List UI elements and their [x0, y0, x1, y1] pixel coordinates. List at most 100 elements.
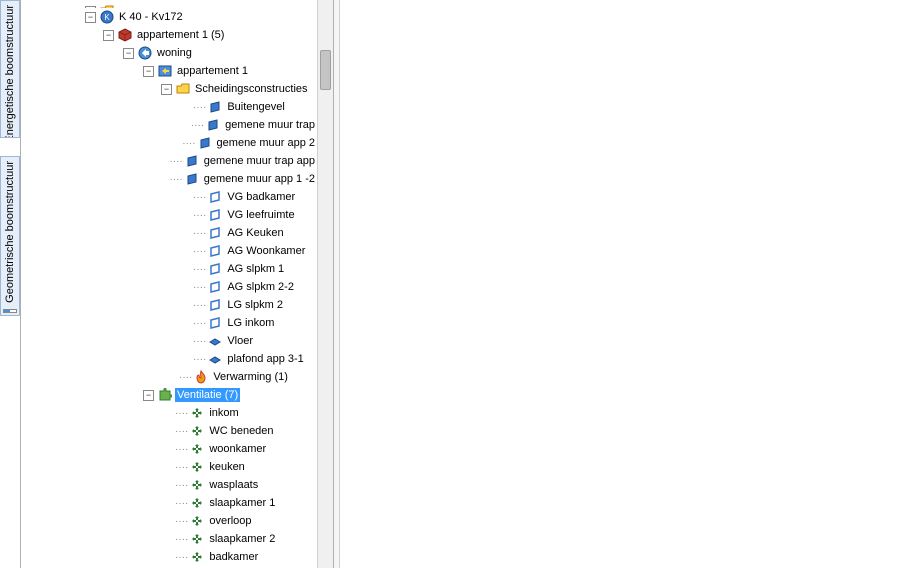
tree-row[interactable]: ····AG Keuken [21, 224, 317, 242]
tree-row[interactable]: ····slaapkamer 2 [21, 530, 317, 548]
tree-node-label[interactable]: Ventilatie (7) [175, 388, 240, 402]
tree-node-label[interactable]: AG Keuken [225, 226, 285, 240]
tree-row[interactable]: ····gemene muur app 2 [21, 134, 317, 152]
tree-node-label[interactable]: gemene muur app 1 -2 [202, 172, 317, 186]
collapse-icon[interactable]: − [85, 12, 96, 23]
tree-node-label[interactable]: LG slpkm 2 [225, 298, 285, 312]
red-cube-icon [118, 28, 132, 42]
tree-scroll-area: −−KK 40 - Kv172−appartement 1 (5)−woning… [21, 0, 317, 568]
tree-node-label[interactable]: slaapkamer 2 [207, 532, 277, 546]
tree-row[interactable]: ···· gemene muur trap app [21, 152, 317, 170]
folder-icon [176, 82, 190, 96]
tree-row[interactable]: ····WC beneden [21, 422, 317, 440]
tree-row[interactable]: − Scheidingsconstructies [21, 80, 317, 98]
tree-node-label[interactable]: plafond app 3-1 [225, 352, 305, 366]
tree-node-label[interactable]: gemene muur trap app [202, 154, 317, 168]
wall-solid-icon [185, 154, 199, 168]
tree-row[interactable]: − woning [21, 44, 317, 62]
arrows-icon [190, 532, 204, 546]
tree-node-label[interactable]: slaapkamer 1 [207, 496, 277, 510]
arrows-icon [190, 460, 204, 474]
tree-row[interactable]: ····Verwarming (1) [21, 368, 317, 386]
tree-node-label[interactable]: gemene muur app 2 [215, 136, 317, 150]
tree-node-label[interactable]: badkamer [207, 550, 260, 564]
side-tab-label: Energetische boomstructuur [2, 1, 18, 138]
tree-node-label[interactable]: LG inkom [225, 316, 276, 330]
tree-node-label[interactable]: AG Woonkamer [225, 244, 307, 258]
tree-node-label[interactable]: wasplaats [207, 478, 260, 492]
window-arrow-icon [158, 64, 172, 78]
tree-row[interactable]: − Ventilatie (7) [21, 386, 317, 404]
tree-node-label[interactable]: WC beneden [207, 424, 275, 438]
collapse-icon[interactable]: − [103, 30, 114, 41]
tree-row[interactable]: ····keuken [21, 458, 317, 476]
k-ball-icon: K [100, 10, 114, 24]
tree-row[interactable]: ····gemene muur app 1 -2 [21, 170, 317, 188]
collapse-icon[interactable]: − [143, 66, 154, 77]
tree-row[interactable]: ····AG Woonkamer [21, 242, 317, 260]
wall-solid-icon [185, 172, 199, 186]
tree-node-label[interactable]: K 40 - Kv172 [117, 10, 185, 24]
collapse-icon[interactable]: − [161, 84, 172, 95]
flame-icon [194, 370, 208, 384]
tree-node-label[interactable]: AG slpkm 2-2 [225, 280, 296, 294]
tree-node-label[interactable]: Scheidingsconstructies [193, 82, 310, 96]
tree-row[interactable]: ····woonkamer [21, 440, 317, 458]
tree-node-label[interactable]: VG leefruimte [225, 208, 296, 222]
tree-node-label[interactable]: AG slpkm 1 [225, 262, 286, 276]
wall-outline-icon [208, 244, 222, 258]
side-tab-energetic[interactable]: Energetische boomstructuur [0, 0, 20, 138]
tree-row[interactable]: ····AG slpkm 1 [21, 260, 317, 278]
tree-row[interactable]: −KK 40 - Kv172 [21, 8, 317, 26]
tree-row[interactable]: ····badkamer [21, 548, 317, 566]
blue-arrow-icon [138, 46, 152, 60]
tree-node-label[interactable]: Verwarming (1) [211, 370, 290, 384]
wall-solid-icon [206, 118, 220, 132]
tree-row[interactable]: ····inkom [21, 404, 317, 422]
tree-row[interactable]: ····plafond app 3-1 [21, 350, 317, 368]
tree-node-label[interactable]: woonkamer [207, 442, 268, 456]
vertical-scrollbar[interactable] [317, 0, 333, 568]
wall-outline-icon [208, 208, 222, 222]
tree-node-label[interactable]: VG badkamer [225, 190, 297, 204]
tree-row[interactable]: ····VG leefruimte [21, 206, 317, 224]
scrollbar-thumb[interactable] [320, 50, 331, 90]
tree-panel: −−KK 40 - Kv172−appartement 1 (5)−woning… [20, 0, 334, 568]
tree-node-label[interactable]: appartement 1 (5) [135, 28, 226, 42]
arrows-icon [190, 514, 204, 528]
tree-node-label[interactable]: woning [155, 46, 194, 60]
tree-row[interactable]: ····Vloer [21, 332, 317, 350]
tree-row[interactable]: − appartement 1 [21, 62, 317, 80]
wall-outline-icon [208, 262, 222, 276]
wall-outline-icon [208, 298, 222, 312]
tree-node-label[interactable]: keuken [207, 460, 246, 474]
side-tab-label: Geometrische boomstructuur [2, 157, 18, 307]
tree-row[interactable]: ····VG badkamer [21, 188, 317, 206]
content-area [340, 0, 913, 568]
tree-node-label[interactable]: Vloer [225, 334, 255, 348]
tree-row[interactable]: ····Buitengevel [21, 98, 317, 116]
tree-node-label[interactable]: overloop [207, 514, 253, 528]
arrows-icon [190, 496, 204, 510]
tree-row[interactable]: ····wasplaats [21, 476, 317, 494]
tree-row[interactable]: ····slaapkamer 1 [21, 494, 317, 512]
arrows-icon [190, 406, 204, 420]
tree-row[interactable]: ····LG slpkm 2 [21, 296, 317, 314]
side-tab-geometric[interactable]: Geometrische boomstructuur [0, 156, 20, 316]
wall-solid-icon [198, 136, 212, 150]
tree-row[interactable]: ····LG inkom [21, 314, 317, 332]
tree-row[interactable]: − appartement 1 (5) [21, 26, 317, 44]
tree-row[interactable]: ···· AG slpkm 2-2 [21, 278, 317, 296]
tree-node-label[interactable]: inkom [207, 406, 240, 420]
tree-row[interactable]: ····gemene muur trap [21, 116, 317, 134]
wall-solid-icon [208, 100, 222, 114]
collapse-icon[interactable]: − [143, 390, 154, 401]
tree-node-label[interactable]: appartement 1 [175, 64, 250, 78]
arrows-icon [190, 442, 204, 456]
tree-row[interactable]: ····overloop [21, 512, 317, 530]
arrows-icon [190, 424, 204, 438]
app-root: Energetische boomstructuur Geometrische … [0, 0, 913, 568]
collapse-icon[interactable]: − [123, 48, 134, 59]
tree-node-label[interactable]: gemene muur trap [223, 118, 317, 132]
tree-node-label[interactable]: Buitengevel [225, 100, 287, 114]
